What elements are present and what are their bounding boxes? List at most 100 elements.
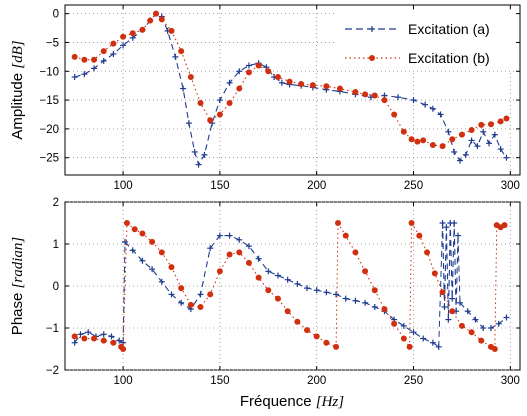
phase-point	[501, 222, 508, 229]
amplitude-point	[172, 53, 179, 60]
phase-point	[449, 308, 456, 315]
phase-point	[333, 291, 340, 298]
amplitude-point	[503, 115, 510, 122]
amplitude-point	[226, 99, 233, 106]
phase-point	[100, 331, 107, 338]
phase-point	[120, 346, 127, 352]
frequency-xlabel-text: Fréquence	[240, 393, 316, 410]
amplitude-point	[100, 57, 107, 64]
amplitude-point	[139, 26, 146, 33]
amplitude-point	[408, 136, 415, 143]
amplitude-ytick-label: −15	[39, 95, 59, 107]
phase-phase-jump	[438, 222, 444, 347]
phase-point	[149, 266, 156, 273]
phase-point	[456, 299, 463, 306]
phase-point	[216, 268, 223, 275]
phase-point	[429, 339, 436, 346]
amplitude-panel: 100 150 200 250 300 0 −5 −10 −15 −20 −25 Excitatio…	[9, 4, 521, 192]
phase-point	[391, 320, 398, 327]
phase-ylabel-text: Phase	[9, 288, 26, 335]
phase-series-b	[71, 220, 508, 352]
amplitude-point	[120, 33, 127, 40]
frequency-xlabel: Fréquence [Hz]	[240, 393, 344, 410]
amplitude-point	[474, 143, 481, 150]
amplitude-point	[420, 137, 427, 144]
amplitude-point	[236, 68, 243, 75]
amplitude-point	[91, 56, 98, 63]
amplitude-point	[71, 53, 78, 60]
phase-point	[464, 308, 471, 315]
amplitude-point	[487, 121, 494, 128]
amplitude-point	[478, 121, 485, 128]
amplitude-point	[429, 142, 436, 149]
amplitude-ytick-label: 0	[53, 9, 59, 21]
phase-point	[207, 245, 214, 252]
amplitude-point	[265, 68, 272, 75]
phase-point	[342, 232, 349, 239]
phase-point	[294, 280, 301, 287]
amplitude-point	[153, 10, 159, 17]
amplitude-point	[129, 30, 136, 37]
phase-point	[468, 329, 475, 336]
phase-point	[495, 320, 502, 327]
amplitude-series-line	[74, 12, 507, 166]
phase-point	[149, 238, 156, 245]
amplitude-ytick-label: −5	[46, 37, 59, 49]
phase-point	[362, 299, 369, 306]
phase-point	[197, 291, 204, 298]
amplitude-ylabel-unit: [dB]	[10, 40, 26, 69]
amplitude-point	[449, 136, 456, 143]
amplitude-point	[462, 151, 469, 158]
phase-point	[131, 226, 138, 233]
phase-ticks: 100 150 200 250 300 2 1 0 −1 −2	[46, 197, 520, 387]
amplitude-point	[336, 85, 343, 92]
phase-point	[445, 316, 452, 323]
phase-phase-jump	[122, 241, 126, 343]
phase-ytick-label: −1	[46, 323, 59, 335]
amplitude-ytick-label: −10	[39, 66, 59, 78]
amplitude-point	[81, 71, 88, 78]
phase-point	[406, 343, 413, 350]
phase-point	[441, 304, 448, 310]
phase-point	[274, 295, 281, 302]
phase-point	[431, 270, 438, 277]
amplitude-point	[445, 128, 452, 135]
phase-point	[491, 346, 498, 352]
phase-xtick-label: 100	[113, 375, 132, 387]
amplitude-point	[458, 131, 465, 138]
phase-point	[187, 301, 194, 308]
amplitude-xtick-label: 250	[404, 180, 423, 192]
legend: Excitation (a) Excitation (b)	[335, 12, 515, 70]
phase-point	[478, 337, 485, 344]
phase-ylabel: Phase [radian]	[9, 237, 26, 336]
amplitude-ticks: 100 150 200 250 300 0 −5 −10 −15 −20 −25	[39, 5, 520, 192]
phase-point	[71, 339, 78, 346]
phase-point	[400, 322, 407, 329]
phase-point	[110, 339, 117, 346]
phase-point	[216, 232, 223, 239]
phase-point	[197, 304, 204, 310]
amplitude-point	[400, 128, 407, 135]
amplitude-point	[362, 91, 369, 98]
phase-phase-jump	[122, 222, 128, 350]
amplitude-point	[195, 161, 202, 168]
amplitude-ylabel: Amplitude [dB]	[9, 40, 26, 139]
amplitude-point	[168, 27, 175, 34]
amplitude-point	[468, 127, 475, 134]
phase-point	[455, 232, 462, 239]
phase-point	[362, 268, 369, 275]
phase-point	[333, 343, 340, 350]
phase-series-a	[71, 220, 510, 350]
phase-point	[371, 304, 378, 310]
amplitude-point	[439, 143, 446, 150]
phase-point	[139, 257, 146, 264]
phase-ytick-label: 1	[53, 239, 59, 251]
phase-xtick-label: 250	[404, 375, 423, 387]
amplitude-point	[497, 146, 504, 153]
amplitude-point	[381, 97, 388, 104]
amplitude-point	[468, 137, 475, 144]
phase-panel: 100 150 200 250 300 2 1 0 −1 −2 Phase [radian] Fr…	[9, 197, 521, 410]
phase-xtick-label: 150	[210, 375, 229, 387]
phase-ytick-label: 0	[53, 281, 59, 293]
amplitude-point	[422, 101, 429, 108]
